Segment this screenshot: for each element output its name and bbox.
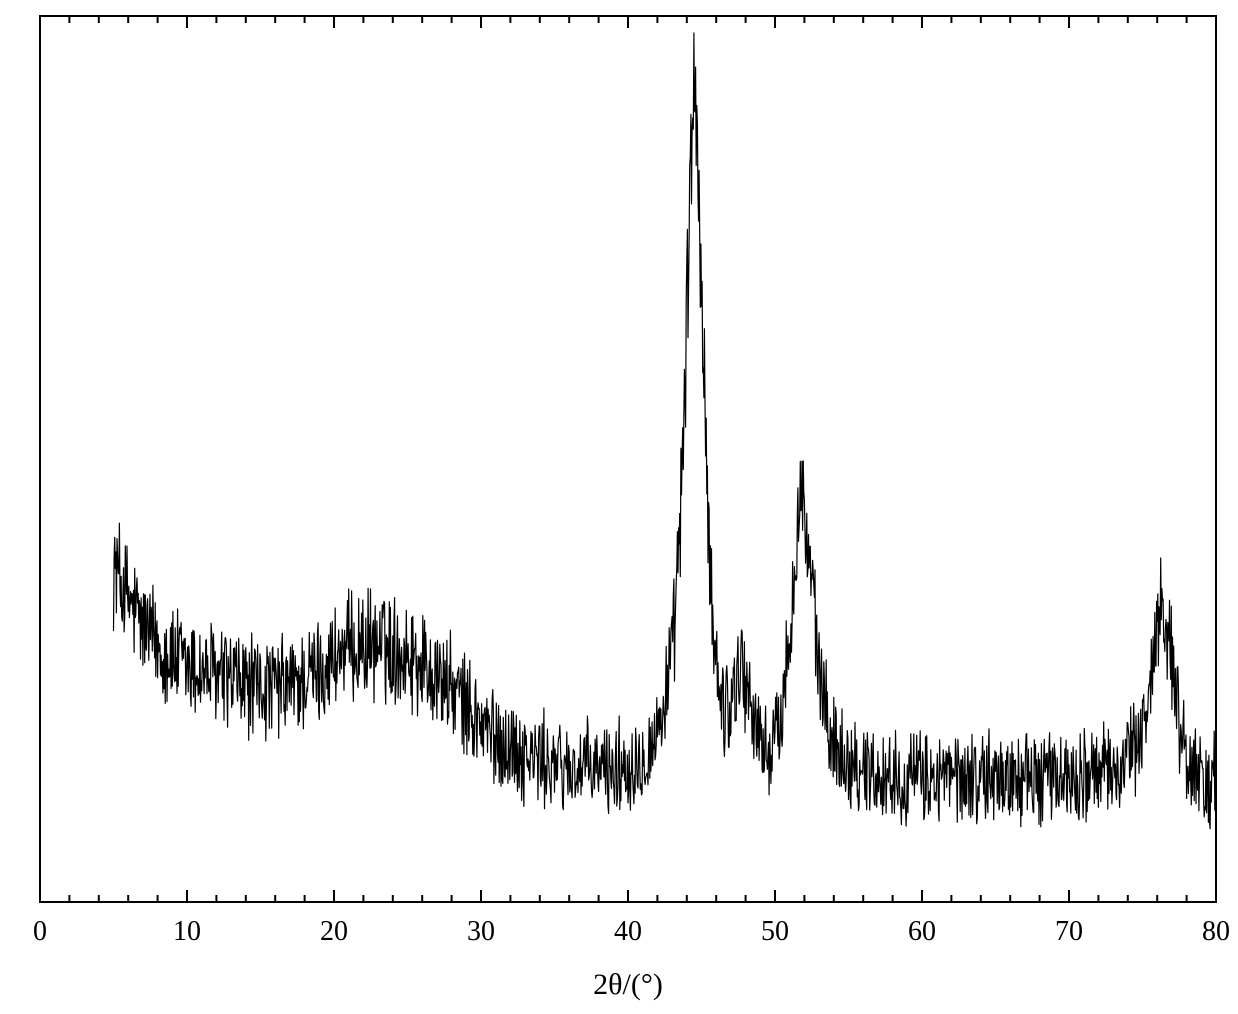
svg-text:80: 80 (1202, 916, 1230, 947)
xrd-chart-svg: 0 10 20 30 40 50 60 70 80 2θ/(°) (0, 0, 1238, 1014)
svg-text:2θ/(°): 2θ/(°) (593, 968, 663, 1001)
xrd-chart-container: 0 10 20 30 40 50 60 70 80 2θ/(°) (0, 0, 1238, 1014)
svg-text:0: 0 (33, 916, 47, 947)
svg-text:20: 20 (320, 916, 348, 947)
svg-text:70: 70 (1055, 916, 1083, 947)
svg-text:50: 50 (761, 916, 789, 947)
svg-text:30: 30 (467, 916, 495, 947)
svg-text:10: 10 (173, 916, 201, 947)
svg-text:40: 40 (614, 916, 642, 947)
svg-text:60: 60 (908, 916, 936, 947)
